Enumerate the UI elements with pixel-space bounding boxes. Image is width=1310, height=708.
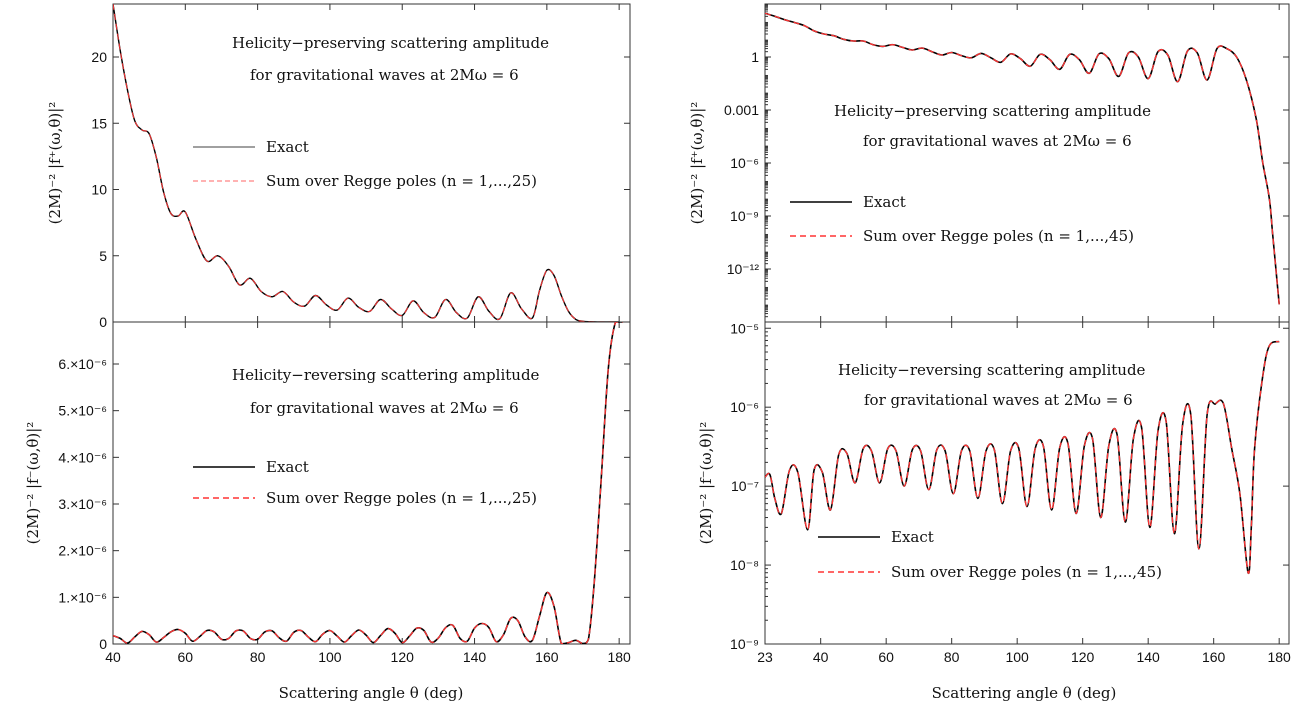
- y-tick-label: 4.×10⁻⁶: [58, 449, 107, 465]
- panel-left-bottom-annotation-line1: Helicity−reversing scattering amplitude: [232, 366, 540, 384]
- legend-label-regge: Sum over Regge poles (n = 1,...,45): [891, 563, 1162, 581]
- x-tick-label: 140: [463, 649, 487, 665]
- x-tick-label: 120: [1071, 649, 1095, 665]
- y-tick-label: 10⁻⁹: [730, 636, 759, 652]
- x-tick-label: 40: [105, 649, 121, 665]
- panel-right-bottom-ylabel: (2M)⁻² |f⁻(ω,θ)|²: [697, 422, 715, 545]
- legend-label-regge: Sum over Regge poles (n = 1,...,25): [266, 172, 537, 190]
- y-tick-label: 3.×10⁻⁶: [58, 496, 107, 512]
- panel-left-top: 0 5 10 15 20 Helicity−preserving scattering …: [46, 3, 631, 330]
- panel-right-top-annotation-line1: Helicity−preserving scattering amplitude: [834, 102, 1151, 120]
- y-tick-label: 0.001: [724, 102, 759, 118]
- legend-label-exact: Exact: [863, 193, 906, 211]
- series-regge-line: [765, 340, 1280, 574]
- y-tick-label: 20: [91, 49, 107, 65]
- x-tick-label: 60: [878, 649, 894, 665]
- y-tick-label: 5: [99, 248, 107, 264]
- panel-left-top-ylabel: (2M)⁻² |f⁺(ω,θ)|²: [46, 102, 64, 225]
- panel-right-bottom-annotation-line1: Helicity−reversing scattering amplitude: [838, 361, 1146, 379]
- series-regge-line: [765, 12, 1280, 305]
- panel-right-top-ylabel: (2M)⁻² |f⁺(ω,θ)|²: [688, 102, 706, 225]
- series-regge-line: [113, 322, 623, 644]
- y-tick-label: 10⁻⁵: [730, 320, 759, 336]
- y-tick-label: 0: [99, 636, 107, 652]
- panel-left-bottom: 0 1.×10⁻⁶ 2.×10⁻⁶ 3.×10⁻⁶ 4.×10⁻⁶ 5.×10⁻⁶ 6.×1…: [24, 321, 631, 702]
- x-tick-label: 100: [1005, 649, 1029, 665]
- x-tick-label: 80: [944, 649, 960, 665]
- panel-left-bottom-frame: [112, 321, 631, 645]
- legend-label-regge: Sum over Regge poles (n = 1,...,25): [266, 489, 537, 507]
- x-tick-label: 140: [1136, 649, 1160, 665]
- x-tick-label: 60: [178, 649, 194, 665]
- x-tick-label: 120: [391, 649, 415, 665]
- y-tick-label: 5.×10⁻⁶: [58, 403, 107, 419]
- y-tick-label: 10: [91, 182, 107, 198]
- legend-label-regge: Sum over Regge poles (n = 1,...,45): [863, 227, 1134, 245]
- panel-left-bottom-annotation-line2: for gravitational waves at 2Mω = 6: [250, 399, 519, 417]
- y-tick-label: 15: [91, 115, 107, 131]
- panel-left-bottom-ylabel: (2M)⁻² |f⁻(ω,θ)|²: [24, 422, 42, 545]
- y-tick-label: 10⁻⁶: [730, 399, 759, 415]
- x-tick-label: 40: [813, 649, 829, 665]
- panel-right-bottom: 10⁻⁹ 10⁻⁸ 10⁻⁷ 10⁻⁶ 10⁻⁵ 23 40 60 80 100 120 140 160…: [697, 320, 1291, 702]
- x-tick-label: 80: [250, 649, 266, 665]
- panel-right-bottom-xlabel: Scattering angle θ (deg): [932, 684, 1117, 702]
- x-tick-label: 23: [757, 649, 773, 665]
- panel-right-bottom-frame: [764, 321, 1290, 645]
- y-tick-label: 2.×10⁻⁶: [58, 543, 107, 559]
- panel-left-top-series: [113, 4, 620, 322]
- x-tick-label: 180: [1267, 649, 1291, 665]
- y-tick-label: 10⁻¹²: [727, 261, 760, 277]
- panel-left-top-annotation-line1: Helicity−preserving scattering amplitude: [232, 34, 549, 52]
- legend-label-exact: Exact: [891, 528, 934, 546]
- panel-right-top-series: [765, 12, 1280, 305]
- panel-right-bottom-series: [765, 340, 1280, 575]
- series-regge-line: [113, 4, 620, 322]
- panel-left-bottom-series: [113, 322, 623, 644]
- y-tick-label: 1: [751, 49, 759, 65]
- panel-left-top-axes: 0 5 10 15 20: [91, 4, 630, 330]
- x-tick-label: 180: [607, 649, 631, 665]
- y-tick-label: 6.×10⁻⁶: [58, 356, 107, 372]
- y-tick-label: 10⁻⁹: [730, 208, 759, 224]
- x-tick-label: 160: [535, 649, 559, 665]
- y-tick-label: 10⁻⁶: [730, 155, 759, 171]
- panel-right-top-axes: 10⁻¹² 10⁻⁹ 10⁻⁶ 0.001 1: [724, 4, 1289, 322]
- x-tick-label: 160: [1202, 649, 1226, 665]
- panel-right-top-annotation-line2: for gravitational waves at 2Mω = 6: [863, 132, 1132, 150]
- legend-label-exact: Exact: [266, 138, 309, 156]
- panel-left-top-annotation-line2: for gravitational waves at 2Mω = 6: [250, 66, 519, 84]
- x-tick-label: 100: [318, 649, 342, 665]
- y-tick-label: 10⁻⁸: [730, 557, 759, 573]
- y-tick-label: 10⁻⁷: [731, 478, 759, 494]
- series-exact-line: [765, 12, 1280, 305]
- panel-right-bottom-annotation-line2: for gravitational waves at 2Mω = 6: [864, 391, 1133, 409]
- panel-right-top: 10⁻¹² 10⁻⁹ 10⁻⁶ 0.001 1 Helicity−preserving …: [688, 3, 1290, 323]
- legend-label-exact: Exact: [266, 458, 309, 476]
- panel-left-bottom-xlabel: Scattering angle θ (deg): [279, 684, 464, 702]
- panel-right-top-frame: [764, 3, 1290, 323]
- y-tick-label: 0: [99, 314, 107, 330]
- y-tick-label: 1.×10⁻⁶: [58, 589, 107, 605]
- panel-left-bottom-axes: 0 1.×10⁻⁶ 2.×10⁻⁶ 3.×10⁻⁶ 4.×10⁻⁶ 5.×10⁻⁶ 6.×1…: [58, 322, 631, 665]
- panel-right-bottom-axes: 10⁻⁹ 10⁻⁸ 10⁻⁷ 10⁻⁶ 10⁻⁵ 23 40 60 80 100 120 140 160…: [730, 320, 1291, 665]
